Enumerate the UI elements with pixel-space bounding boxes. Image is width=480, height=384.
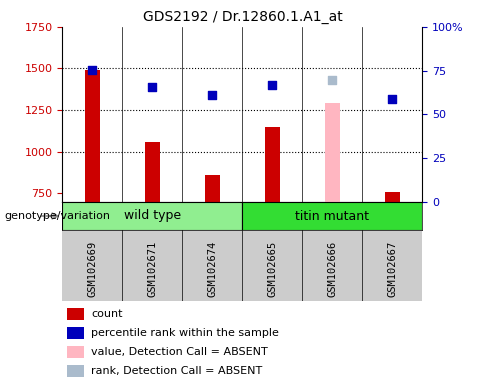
Text: genotype/variation: genotype/variation [5, 211, 111, 221]
Bar [85, 70, 100, 202]
Point [149, 84, 156, 90]
Bar [265, 127, 280, 202]
Point [268, 82, 276, 88]
Text: value, Detection Call = ABSENT: value, Detection Call = ABSENT [91, 347, 268, 357]
Text: GSM102674: GSM102674 [207, 241, 217, 297]
Text: titin mutant: titin mutant [295, 210, 370, 222]
Point [88, 67, 96, 73]
Bar [325, 103, 340, 202]
Text: wild type: wild type [124, 210, 181, 222]
Text: count: count [91, 309, 123, 319]
Title: GDS2192 / Dr.12860.1.A1_at: GDS2192 / Dr.12860.1.A1_at [143, 10, 342, 25]
Point [208, 92, 216, 98]
Bar [67, 327, 84, 339]
Text: GSM102666: GSM102666 [327, 241, 337, 297]
Bar [67, 365, 84, 377]
Bar [385, 192, 400, 202]
Bar [62, 202, 242, 230]
Text: percentile rank within the sample: percentile rank within the sample [91, 328, 279, 338]
Text: GSM102665: GSM102665 [267, 241, 277, 297]
Bar [205, 175, 220, 202]
Text: GSM102671: GSM102671 [147, 241, 157, 297]
Bar [242, 202, 422, 230]
Point [388, 96, 396, 103]
Text: rank, Detection Call = ABSENT: rank, Detection Call = ABSENT [91, 366, 263, 376]
Bar [145, 142, 160, 202]
Bar [67, 346, 84, 358]
Point [328, 77, 336, 83]
Text: GSM102669: GSM102669 [87, 241, 97, 297]
Bar [67, 308, 84, 319]
Text: GSM102667: GSM102667 [387, 241, 397, 297]
